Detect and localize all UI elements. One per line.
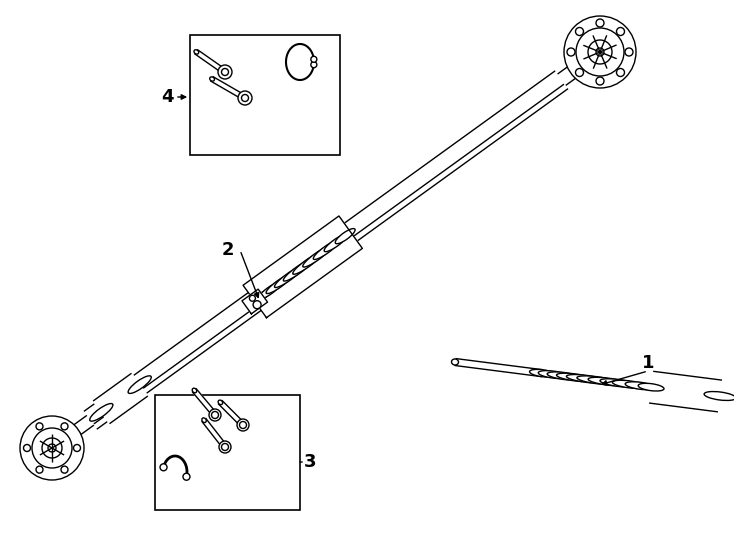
Polygon shape xyxy=(242,289,268,314)
Ellipse shape xyxy=(548,372,581,380)
Circle shape xyxy=(211,411,219,418)
Ellipse shape xyxy=(202,418,206,422)
Polygon shape xyxy=(454,359,543,377)
Circle shape xyxy=(183,473,190,480)
Ellipse shape xyxy=(556,373,594,382)
Circle shape xyxy=(36,466,43,473)
Ellipse shape xyxy=(128,376,151,394)
Circle shape xyxy=(219,441,231,453)
Ellipse shape xyxy=(577,376,617,384)
Polygon shape xyxy=(558,46,604,85)
Circle shape xyxy=(575,69,584,77)
Circle shape xyxy=(23,444,31,451)
Ellipse shape xyxy=(210,77,214,81)
Ellipse shape xyxy=(567,375,606,383)
Ellipse shape xyxy=(600,379,637,387)
Ellipse shape xyxy=(250,290,270,305)
Circle shape xyxy=(20,416,84,480)
Circle shape xyxy=(253,301,261,309)
Ellipse shape xyxy=(588,377,627,386)
Ellipse shape xyxy=(313,240,339,260)
Polygon shape xyxy=(649,372,722,412)
Circle shape xyxy=(218,65,232,79)
Circle shape xyxy=(588,40,612,64)
Circle shape xyxy=(241,94,249,102)
Circle shape xyxy=(564,16,636,88)
Circle shape xyxy=(61,423,68,430)
Ellipse shape xyxy=(218,400,222,404)
Polygon shape xyxy=(195,50,226,74)
Polygon shape xyxy=(192,389,217,416)
Circle shape xyxy=(160,464,167,471)
Ellipse shape xyxy=(275,267,302,287)
Polygon shape xyxy=(211,77,246,100)
Circle shape xyxy=(73,444,81,451)
Circle shape xyxy=(625,48,633,56)
Circle shape xyxy=(567,48,575,56)
Ellipse shape xyxy=(335,228,355,244)
Circle shape xyxy=(42,438,62,458)
Circle shape xyxy=(596,77,604,85)
Circle shape xyxy=(250,295,255,301)
Circle shape xyxy=(596,19,604,27)
Circle shape xyxy=(48,444,56,452)
Circle shape xyxy=(36,423,43,430)
Circle shape xyxy=(617,69,625,77)
Circle shape xyxy=(238,91,252,105)
Circle shape xyxy=(596,48,604,56)
Circle shape xyxy=(310,62,317,68)
Ellipse shape xyxy=(303,246,331,267)
Text: 4: 4 xyxy=(161,88,173,106)
Polygon shape xyxy=(48,415,94,453)
Ellipse shape xyxy=(258,282,281,299)
Ellipse shape xyxy=(538,370,568,379)
Polygon shape xyxy=(338,71,568,245)
Circle shape xyxy=(61,466,68,473)
Polygon shape xyxy=(84,293,261,429)
Ellipse shape xyxy=(704,392,734,401)
Circle shape xyxy=(222,69,228,76)
Ellipse shape xyxy=(625,382,655,390)
Circle shape xyxy=(222,443,228,450)
Polygon shape xyxy=(202,418,227,449)
Circle shape xyxy=(310,56,317,62)
Ellipse shape xyxy=(529,369,556,377)
Ellipse shape xyxy=(90,403,113,421)
Circle shape xyxy=(239,422,247,429)
Ellipse shape xyxy=(324,234,347,252)
Ellipse shape xyxy=(194,50,199,54)
Bar xyxy=(155,395,300,510)
Ellipse shape xyxy=(192,388,197,393)
Ellipse shape xyxy=(283,259,313,281)
Polygon shape xyxy=(243,216,363,318)
Ellipse shape xyxy=(638,383,664,391)
Text: 3: 3 xyxy=(304,453,316,471)
Ellipse shape xyxy=(266,274,292,294)
Ellipse shape xyxy=(293,253,322,274)
Text: 2: 2 xyxy=(222,241,234,259)
Circle shape xyxy=(617,28,625,36)
Polygon shape xyxy=(219,401,244,427)
Circle shape xyxy=(209,409,221,421)
Ellipse shape xyxy=(451,359,459,365)
Circle shape xyxy=(237,419,249,431)
Circle shape xyxy=(576,28,624,76)
Ellipse shape xyxy=(612,380,647,388)
Bar xyxy=(190,35,340,155)
Polygon shape xyxy=(93,373,148,424)
Text: 1: 1 xyxy=(642,354,654,372)
Circle shape xyxy=(32,428,72,468)
Circle shape xyxy=(575,28,584,36)
